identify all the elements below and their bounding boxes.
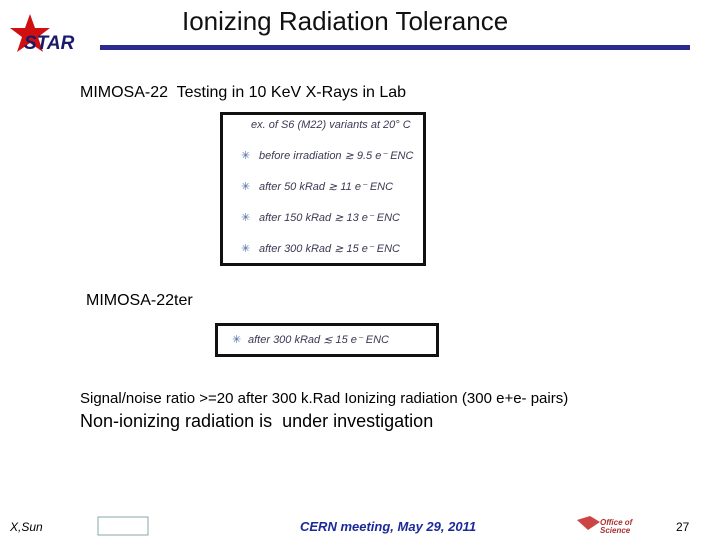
box-item: after 300 kRad ≳ 15 e⁻ ENC — [259, 243, 400, 255]
bullet: ✳ — [241, 181, 251, 193]
footer-event: CERN meeting, May 29, 2011 — [300, 519, 477, 534]
result-box: ✳ after 300 kRad ≲ 15 e⁻ ENC — [215, 323, 439, 357]
star-icon — [10, 14, 50, 52]
footer-logo-left — [97, 516, 149, 536]
box-item: before irradiation ≳ 9.5 e⁻ ENC — [259, 150, 414, 162]
heading: MIMOSA-22 Testing in 10 KeV X-Rays in La… — [80, 84, 407, 101]
title: Ionizing Radiation Tolerance — [182, 6, 509, 36]
note: Signal/noise ratio >=20 after 300 k.Rad … — [80, 390, 569, 407]
bullet: ✳ — [232, 334, 242, 346]
bullet: ✳ — [241, 243, 251, 255]
header-rule — [100, 45, 690, 50]
note: Non-ionizing radiation is under investig… — [80, 411, 434, 431]
box-caption: ex. of S6 (M22) variants at 20° C — [251, 119, 411, 131]
box-item: after 50 kRad ≳ 11 e⁻ ENC — [259, 181, 394, 193]
box-item: after 300 kRad ≲ 15 e⁻ ENC — [248, 334, 389, 346]
bullet: ✳ — [241, 150, 251, 162]
logo-mark — [577, 516, 600, 530]
heading: MIMOSA-22ter — [86, 292, 193, 309]
page-number: 27 — [676, 520, 690, 534]
box-item: after 150 kRad ≳ 13 e⁻ ENC — [259, 212, 400, 224]
footer-author: X,Sun — [10, 520, 43, 534]
footer-logo: Office of Science — [600, 518, 633, 535]
bullet: ✳ — [241, 212, 251, 224]
logo-text: STAR — [24, 33, 75, 54]
result-box: ex. of S6 (M22) variants at 20° C ✳ befo… — [220, 112, 426, 266]
